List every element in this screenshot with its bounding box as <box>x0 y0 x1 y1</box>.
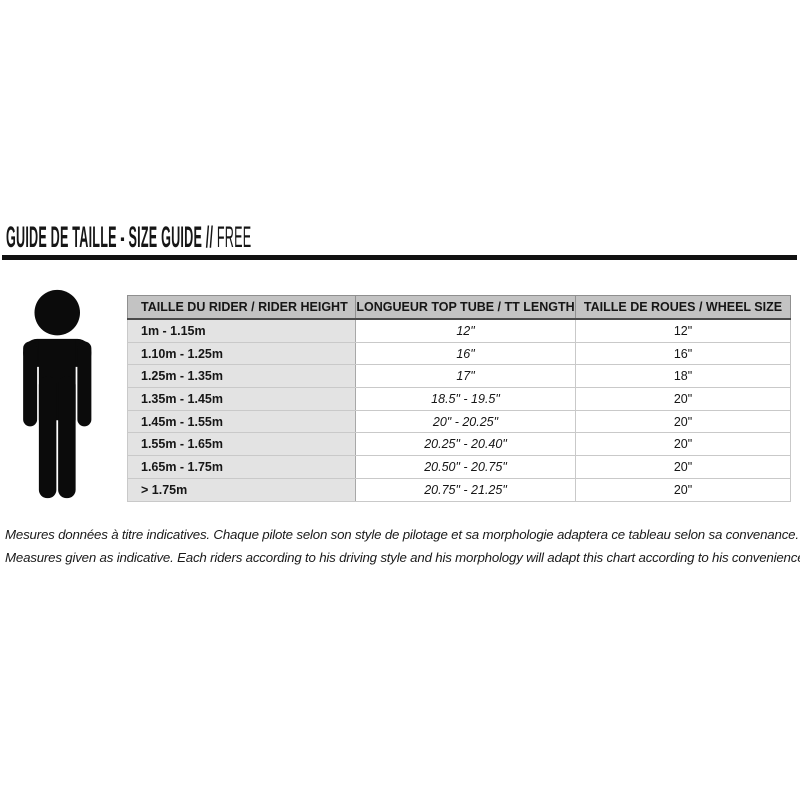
title-divider <box>2 255 797 260</box>
page-title-main: GUIDE DE TAILLE - SIZE GUIDE // <box>6 221 217 254</box>
rider-height-cell: 1.10m - 1.25m <box>127 341 356 366</box>
tt-length-cell: 17" <box>355 364 576 389</box>
wheel-size-cell: 20" <box>575 477 791 502</box>
column-header-rider-height: TAILLE DU RIDER / RIDER HEIGHT <box>127 295 356 320</box>
size-table-header-row: TAILLE DU RIDER / RIDER HEIGHT LONGUEUR … <box>127 295 791 320</box>
column-header-wheel-size: TAILLE DE ROUES / WHEEL SIZE <box>575 295 791 320</box>
rider-height-cell: > 1.75m <box>127 477 356 502</box>
table-row: 1.65m - 1.75m 20.50" - 20.75" 20" <box>127 455 791 479</box>
tt-length-cell: 18.5" - 19.5" <box>355 387 576 411</box>
table-row: 1.45m - 1.55m 20" - 20.25" 20" <box>127 409 791 434</box>
wheel-size-cell: 20" <box>575 455 791 479</box>
wheel-size-cell: 16" <box>575 341 791 366</box>
size-table: TAILLE DU RIDER / RIDER HEIGHT LONGUEUR … <box>127 295 791 502</box>
tt-length-cell: 20.25" - 20.40" <box>355 432 576 457</box>
rider-height-cell: 1.65m - 1.75m <box>127 455 356 479</box>
tt-length-cell: 20.75" - 21.25" <box>355 477 576 502</box>
disclaimer-en: Measures given as indicative. Each rider… <box>5 550 800 565</box>
table-row: 1.10m - 1.25m 16" 16" <box>127 341 791 366</box>
table-row: 1.55m - 1.65m 20.25" - 20.40" 20" <box>127 432 791 457</box>
table-row: 1.35m - 1.45m 18.5" - 19.5" 20" <box>127 387 791 411</box>
rider-height-cell: 1.35m - 1.45m <box>127 387 356 411</box>
table-row: > 1.75m 20.75" - 21.25" 20" <box>127 477 791 502</box>
table-row: 1.25m - 1.35m 17" 18" <box>127 364 791 389</box>
wheel-size-cell: 12" <box>575 318 791 343</box>
rider-height-cell: 1.25m - 1.35m <box>127 364 356 389</box>
tt-length-cell: 16" <box>355 341 576 366</box>
table-row: 1m - 1.15m 12" 12" <box>127 318 791 343</box>
wheel-size-cell: 20" <box>575 409 791 434</box>
page-title-highlight: FREE <box>216 221 252 254</box>
tt-length-cell: 12" <box>355 318 576 343</box>
person-silhouette-icon <box>23 289 92 499</box>
page-title: GUIDE DE TAILLE - SIZE GUIDE // FREE <box>6 223 590 253</box>
rider-height-cell: 1.45m - 1.55m <box>127 409 356 434</box>
column-header-tt-length: LONGUEUR TOP TUBE / TT LENGTH <box>355 295 576 320</box>
disclaimer-text: Mesures données à titre indicatives. Cha… <box>5 523 800 569</box>
tt-length-cell: 20" - 20.25" <box>355 409 576 434</box>
disclaimer-fr: Mesures données à titre indicatives. Cha… <box>5 527 799 542</box>
rider-height-cell: 1.55m - 1.65m <box>127 432 356 457</box>
tt-length-cell: 20.50" - 20.75" <box>355 455 576 479</box>
wheel-size-cell: 18" <box>575 364 791 389</box>
rider-height-cell: 1m - 1.15m <box>127 318 356 343</box>
wheel-size-cell: 20" <box>575 387 791 411</box>
wheel-size-cell: 20" <box>575 432 791 457</box>
